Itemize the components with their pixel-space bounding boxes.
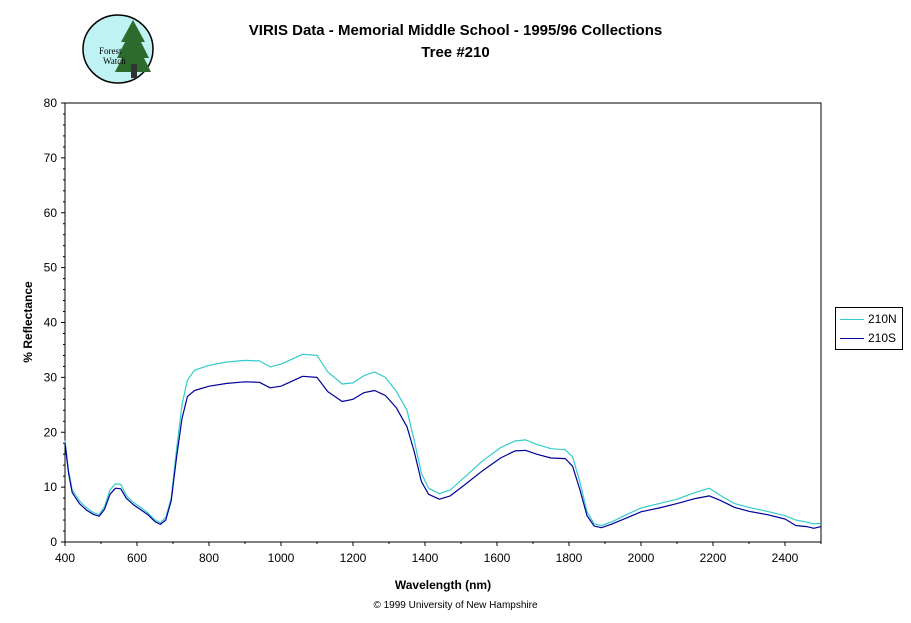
y-tick-label: 0: [50, 535, 57, 549]
chart-title-line1: VIRIS Data - Memorial Middle School - 19…: [248, 22, 663, 39]
legend: 210N 210S: [835, 307, 903, 350]
x-tick-label: 2000: [628, 551, 655, 565]
copyright-footer: © 1999 University of New Hampshire: [373, 600, 538, 611]
x-tick-label: 1600: [484, 551, 511, 565]
legend-item-210S: 210S: [840, 330, 896, 346]
legend-label-210S: 210S: [868, 331, 897, 345]
plot-area-border: [64, 102, 822, 543]
y-tick-label: 10: [44, 480, 58, 494]
y-tick-label: 40: [44, 316, 58, 330]
y-tick-label: 60: [44, 206, 58, 220]
x-tick-label: 400: [55, 551, 75, 565]
axes: [64, 102, 822, 543]
logo-text-forest: Forest: [99, 46, 122, 56]
legend-swatch-210N: [840, 318, 864, 320]
series-line-210N: [64, 353, 822, 527]
logo-text-watch: Watch: [103, 56, 126, 66]
y-tick-label: 50: [44, 261, 58, 275]
y-tick-label: 20: [44, 425, 58, 439]
y-tick-label: 30: [44, 370, 58, 384]
legend-item-210N: 210N: [840, 311, 897, 327]
x-tick-label: 1000: [268, 551, 295, 565]
x-tick-label: 2200: [700, 551, 727, 565]
axis-ticks: 0 10 20 30 40 50 60 70 80 400 600 800 1000 1200 1400 16…: [44, 96, 822, 565]
series-lines: [64, 353, 822, 529]
y-tick-label: 70: [44, 151, 58, 165]
forest-watch-logo: Forest Watch: [81, 14, 155, 89]
chart-title-line2: Tree #210: [421, 44, 490, 61]
x-tick-label: 1800: [556, 551, 583, 565]
legend-label-210N: 210N: [868, 312, 897, 326]
x-tick-label: 600: [127, 551, 147, 565]
x-tick-label: 1400: [412, 551, 439, 565]
y-axis-label: % Reflectance: [21, 281, 35, 363]
y-tick-label: 80: [44, 96, 58, 110]
series-line-210S: [64, 375, 822, 529]
x-tick-label: 2400: [772, 551, 799, 565]
x-tick-label: 800: [199, 551, 219, 565]
x-axis-label: Wavelength (nm): [395, 578, 491, 592]
legend-swatch-210S: [840, 337, 864, 339]
x-tick-label: 1200: [340, 551, 367, 565]
